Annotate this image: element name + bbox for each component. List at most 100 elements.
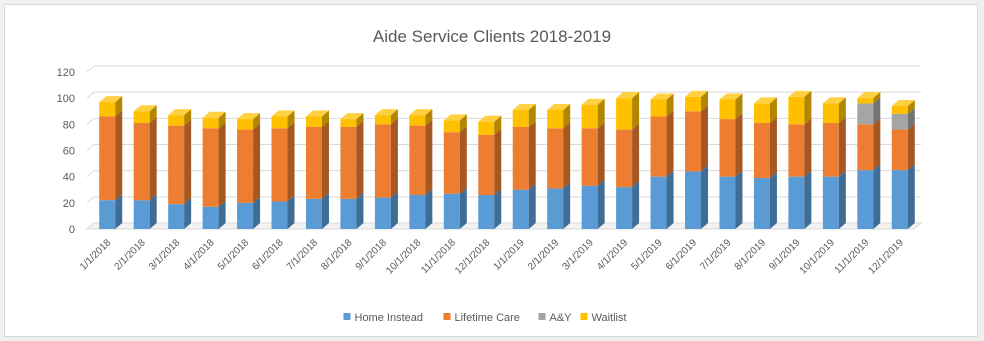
bar-segment-side <box>528 183 536 229</box>
bar-segment-home-instead <box>340 198 357 229</box>
gridline-depth <box>86 196 95 204</box>
bar-segment-lifetime-care <box>443 132 460 194</box>
bar-segment-side <box>701 165 709 229</box>
bar-segment-side <box>218 200 226 229</box>
bar-segment-home-instead <box>685 171 702 229</box>
bar-segment-side <box>390 118 398 198</box>
gridline-depth <box>86 65 95 73</box>
x-tick-label: 5/1/2018 <box>216 237 252 273</box>
bar-segment-waitlist <box>271 116 288 129</box>
bar-segment-lifetime-care <box>685 111 702 172</box>
bar-segment-home-instead <box>271 201 288 229</box>
bar-top-cap <box>719 93 743 100</box>
bar-top-cap <box>857 92 881 99</box>
bar-stack-3/1/2019 <box>581 98 605 229</box>
bar-segment-waitlist <box>237 119 254 130</box>
x-tick-label: 9/1/2018 <box>354 237 390 273</box>
x-tick-label: 12/1/2019 <box>867 237 907 277</box>
bar-segment-waitlist <box>202 117 219 129</box>
bar-segment-side <box>769 97 777 124</box>
legend-label: Home Instead <box>355 312 423 324</box>
bar-segment-lifetime-care <box>237 129 254 203</box>
bar-segment-side <box>528 120 536 190</box>
bar-top-cap <box>374 109 398 116</box>
bar-top-cap <box>512 103 536 110</box>
bar-stack-8/1/2018 <box>340 113 364 229</box>
bar-segment-a-y <box>857 103 874 125</box>
bar-segment-side <box>907 107 915 130</box>
bar-segment-side <box>873 118 881 171</box>
x-tick-label: 3/1/2019 <box>560 237 596 273</box>
bar-segment-side <box>597 98 605 129</box>
legend-item: Waitlist <box>580 312 627 324</box>
bar-segment-side <box>287 122 295 202</box>
bar-segment-lifetime-care <box>753 123 770 178</box>
bar-stack-2/1/2019 <box>547 103 571 229</box>
x-tick-label: 7/1/2019 <box>698 237 734 273</box>
bar-stack-2/1/2018 <box>133 105 157 229</box>
bar-segment-side <box>666 93 674 117</box>
bar-segment-home-instead <box>650 176 667 229</box>
bar-stack-10/1/2018 <box>409 109 433 229</box>
bar-segment-side <box>459 187 467 229</box>
bar-stack-1/1/2018 <box>99 96 123 229</box>
bar-stack-6/1/2018 <box>271 110 295 229</box>
bar-top-cap <box>753 97 777 104</box>
x-tick-label: 2/1/2018 <box>112 237 148 273</box>
bar-segment-side <box>907 123 915 171</box>
bar-segment-home-instead <box>857 170 874 229</box>
bar-segment-lifetime-care <box>374 124 391 198</box>
y-tick-label: 60 <box>63 146 75 158</box>
bar-segment-side <box>253 123 261 203</box>
bar-segment-lifetime-care <box>857 124 874 171</box>
bar-segment-side <box>701 90 709 112</box>
legend-label: Waitlist <box>592 312 627 324</box>
bar-segment-side <box>804 90 812 125</box>
bar-segment-lifetime-care <box>512 126 529 190</box>
bar-segment-side <box>838 170 846 229</box>
bar-segment-side <box>528 103 536 127</box>
bar-segment-side <box>321 120 329 199</box>
bar-stack-12/1/2018 <box>478 115 502 229</box>
bar-segment-side <box>838 97 846 124</box>
bar-segment-side <box>356 120 364 199</box>
bar-segment-waitlist <box>547 109 564 129</box>
bar-segment-side <box>459 114 467 133</box>
x-tick-label: 2/1/2019 <box>526 237 562 273</box>
bar-segment-lifetime-care <box>650 116 667 177</box>
bar-segment-side <box>873 164 881 229</box>
bar-segment-waitlist <box>685 96 702 112</box>
x-tick-label: 6/1/2019 <box>664 237 700 273</box>
legend-item: Home Instead <box>343 312 423 324</box>
bar-segment-lifetime-care <box>891 129 908 171</box>
bar-segment-side <box>735 93 743 120</box>
bar-top-cap <box>133 105 157 112</box>
x-tick-label: 3/1/2018 <box>147 237 183 273</box>
x-tick-label: 11/1/2019 <box>833 237 872 276</box>
bar-segment-side <box>253 113 261 130</box>
bar-segment-side <box>425 119 433 195</box>
bar-segment-side <box>184 109 192 126</box>
bar-stack-1/1/2019 <box>512 103 536 229</box>
legend-item: A&Y <box>538 312 573 324</box>
bar-stack-9/1/2018 <box>374 109 398 229</box>
bar-segment-waitlist <box>719 99 736 120</box>
bar-stack-6/1/2019 <box>685 90 709 229</box>
bar-segment-home-instead <box>374 197 391 229</box>
bar-segment-waitlist <box>99 102 116 117</box>
bar-segment-home-instead <box>547 188 564 229</box>
legend-label: Lifetime Care <box>455 312 520 324</box>
bar-stack-8/1/2019 <box>753 97 777 229</box>
bar-segment-lifetime-care <box>202 128 219 207</box>
bar-segment-home-instead <box>822 176 839 229</box>
bar-segment-side <box>425 109 433 126</box>
bar-segment-waitlist <box>857 98 874 104</box>
bar-top-cap <box>788 90 812 97</box>
bar-top-cap <box>340 113 364 120</box>
bar-segment-side <box>597 122 605 186</box>
bar-segment-lifetime-care <box>133 123 150 201</box>
bar-segment-lifetime-care <box>547 128 564 189</box>
legend-label: A&Y <box>550 312 573 324</box>
bar-segment-side <box>287 195 295 229</box>
bar-segment-waitlist <box>788 96 805 125</box>
